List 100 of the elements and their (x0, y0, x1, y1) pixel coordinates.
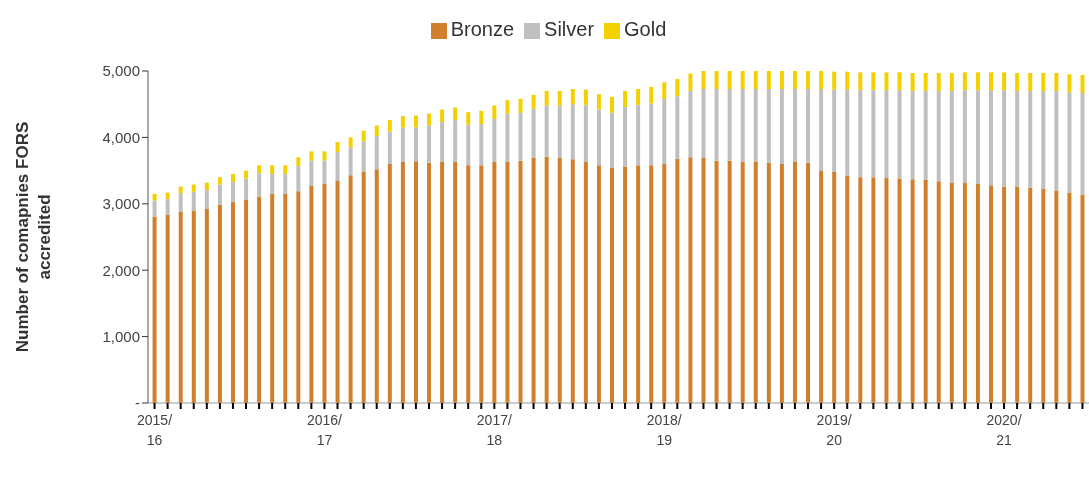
bar (936, 181, 941, 403)
legend-label: Gold (624, 18, 667, 40)
bar (1028, 90, 1033, 188)
x-tick-label: 2015/ 16 (137, 412, 173, 448)
bar (191, 191, 196, 211)
bar (819, 170, 824, 403)
bar (910, 90, 915, 180)
bar (792, 71, 797, 89)
bar (217, 177, 222, 185)
bar (479, 124, 484, 166)
bar (871, 177, 876, 403)
bar (583, 161, 588, 403)
bar (727, 71, 732, 89)
bar (413, 115, 418, 128)
bar (518, 98, 523, 113)
legend-label: Bronze (450, 18, 515, 40)
bar (505, 113, 510, 162)
bar (453, 107, 458, 121)
bar (819, 88, 824, 171)
bar (544, 156, 549, 403)
bar (479, 165, 484, 403)
bar (322, 160, 327, 184)
bar (884, 177, 889, 403)
bar (309, 160, 314, 186)
bar (740, 161, 745, 403)
bar (348, 175, 353, 403)
bar (806, 162, 811, 403)
bar (387, 120, 392, 132)
bar (766, 88, 771, 163)
bar (204, 182, 209, 190)
bar (701, 157, 706, 403)
bar (152, 200, 157, 217)
bar (662, 82, 667, 99)
bar (649, 165, 654, 403)
bar (897, 178, 902, 403)
bar (675, 158, 680, 403)
bar (400, 127, 405, 162)
bar (779, 88, 784, 164)
bar (1015, 72, 1020, 91)
bar (845, 89, 850, 176)
bar (688, 73, 693, 91)
bar (348, 147, 353, 176)
bar (492, 105, 497, 119)
bar (413, 127, 418, 162)
bar (257, 165, 262, 174)
bar (766, 71, 771, 89)
x-tick-label: 2016/ 17 (306, 412, 343, 448)
bar (387, 163, 392, 403)
bar (518, 160, 523, 403)
bar (531, 94, 536, 109)
bar (191, 184, 196, 192)
bar (871, 90, 876, 178)
bar (531, 108, 536, 158)
bar (374, 125, 379, 137)
y-tick-label: 1,000 (102, 327, 140, 345)
bar (727, 88, 732, 161)
bar (348, 137, 353, 148)
bar (636, 88, 641, 105)
bar (727, 160, 732, 403)
bar (309, 151, 314, 161)
bar (989, 90, 994, 186)
bar (427, 162, 432, 403)
bar (845, 71, 850, 90)
bar (152, 216, 157, 403)
bar (897, 72, 902, 91)
bar (244, 170, 249, 179)
bar (596, 165, 601, 403)
bar (583, 104, 588, 162)
bar (753, 161, 758, 403)
bar (1041, 90, 1046, 189)
bar (740, 71, 745, 89)
bar (675, 96, 680, 159)
bar (688, 157, 693, 403)
y-axis-title: Number of comapnies FORS accredited (13, 121, 54, 353)
bar (792, 88, 797, 162)
bar (374, 136, 379, 170)
bar (335, 180, 340, 403)
bar (518, 112, 523, 161)
bar (283, 173, 288, 194)
bar (204, 189, 209, 210)
bar (400, 161, 405, 403)
bar (845, 175, 850, 403)
bar (701, 88, 706, 158)
bar (636, 104, 641, 166)
bar (557, 90, 562, 106)
x-tick-label: 2020/ 21 (986, 412, 1022, 448)
bar (296, 191, 301, 403)
bar (492, 118, 497, 162)
bar (675, 78, 680, 97)
bar (1002, 186, 1007, 403)
bar (570, 88, 575, 105)
bar (191, 210, 196, 403)
bar (165, 199, 170, 216)
bar (949, 182, 954, 403)
bar (806, 88, 811, 163)
bar (374, 169, 379, 403)
bar (779, 71, 784, 89)
bar (1002, 72, 1007, 91)
bar (884, 90, 889, 178)
bar (1080, 74, 1085, 93)
